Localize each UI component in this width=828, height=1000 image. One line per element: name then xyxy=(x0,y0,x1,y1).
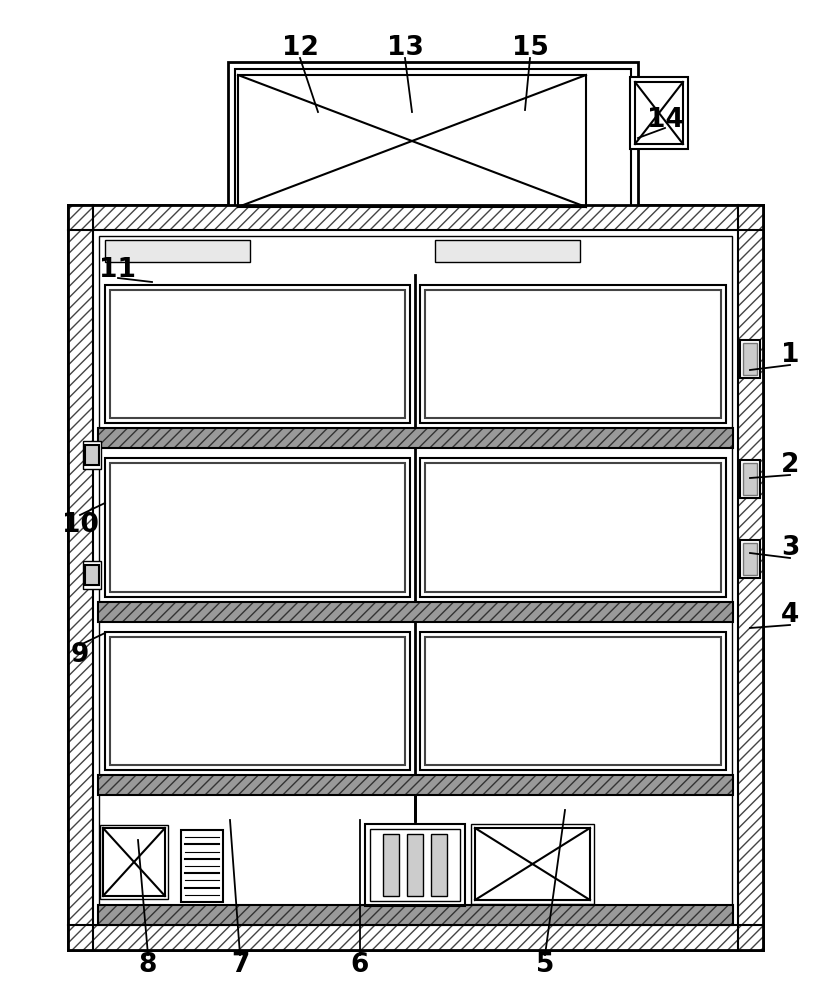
Bar xyxy=(425,290,720,418)
Bar xyxy=(739,540,759,578)
Bar xyxy=(420,285,725,423)
Bar xyxy=(68,205,762,950)
Bar xyxy=(98,775,732,795)
Bar xyxy=(99,236,731,919)
Text: 6: 6 xyxy=(350,952,368,978)
Bar xyxy=(98,602,732,622)
Bar xyxy=(407,834,422,896)
Bar xyxy=(98,428,732,448)
Text: 5: 5 xyxy=(535,952,554,978)
Bar xyxy=(85,445,99,465)
Bar xyxy=(105,240,250,262)
Bar xyxy=(383,834,398,896)
Bar xyxy=(98,905,732,925)
Text: 13: 13 xyxy=(386,35,423,61)
Text: 3: 3 xyxy=(780,535,798,561)
Bar xyxy=(68,925,762,950)
Bar xyxy=(103,828,165,896)
Bar xyxy=(98,775,732,795)
Bar xyxy=(85,565,99,585)
Bar xyxy=(181,830,223,902)
Text: 8: 8 xyxy=(138,952,157,978)
Text: 1: 1 xyxy=(780,342,798,368)
Bar xyxy=(425,637,720,765)
Text: 9: 9 xyxy=(70,642,89,668)
Bar xyxy=(105,285,410,423)
Bar xyxy=(100,825,168,899)
Text: 4: 4 xyxy=(780,602,798,628)
Bar xyxy=(234,69,630,215)
Bar xyxy=(420,632,725,770)
Bar xyxy=(435,240,580,262)
Bar xyxy=(238,75,585,207)
Bar xyxy=(98,905,732,925)
Bar xyxy=(228,62,638,222)
Bar xyxy=(634,82,682,144)
Bar xyxy=(68,205,93,950)
Bar xyxy=(110,637,405,765)
Bar xyxy=(369,829,460,901)
Bar xyxy=(98,428,732,448)
Text: 7: 7 xyxy=(230,952,249,978)
Bar xyxy=(364,824,465,906)
Text: 10: 10 xyxy=(61,512,99,538)
Text: 15: 15 xyxy=(511,35,548,61)
Bar xyxy=(110,463,405,592)
Bar xyxy=(470,824,594,904)
Bar xyxy=(105,632,410,770)
Text: 14: 14 xyxy=(646,107,682,133)
Bar xyxy=(68,205,762,230)
Bar xyxy=(474,828,590,900)
Bar xyxy=(742,543,756,575)
Bar xyxy=(105,458,410,597)
Bar xyxy=(98,602,732,622)
Bar xyxy=(737,205,762,950)
Bar xyxy=(83,441,101,469)
Text: 2: 2 xyxy=(780,452,798,478)
Bar xyxy=(83,561,101,589)
Bar xyxy=(420,458,725,597)
Bar xyxy=(742,343,756,375)
Bar xyxy=(110,290,405,418)
Bar xyxy=(739,340,759,378)
Text: 11: 11 xyxy=(99,257,137,283)
Bar xyxy=(629,77,687,149)
Bar xyxy=(742,463,756,495)
Bar xyxy=(425,463,720,592)
Bar xyxy=(431,834,446,896)
Bar xyxy=(739,460,759,498)
Text: 12: 12 xyxy=(282,35,318,61)
